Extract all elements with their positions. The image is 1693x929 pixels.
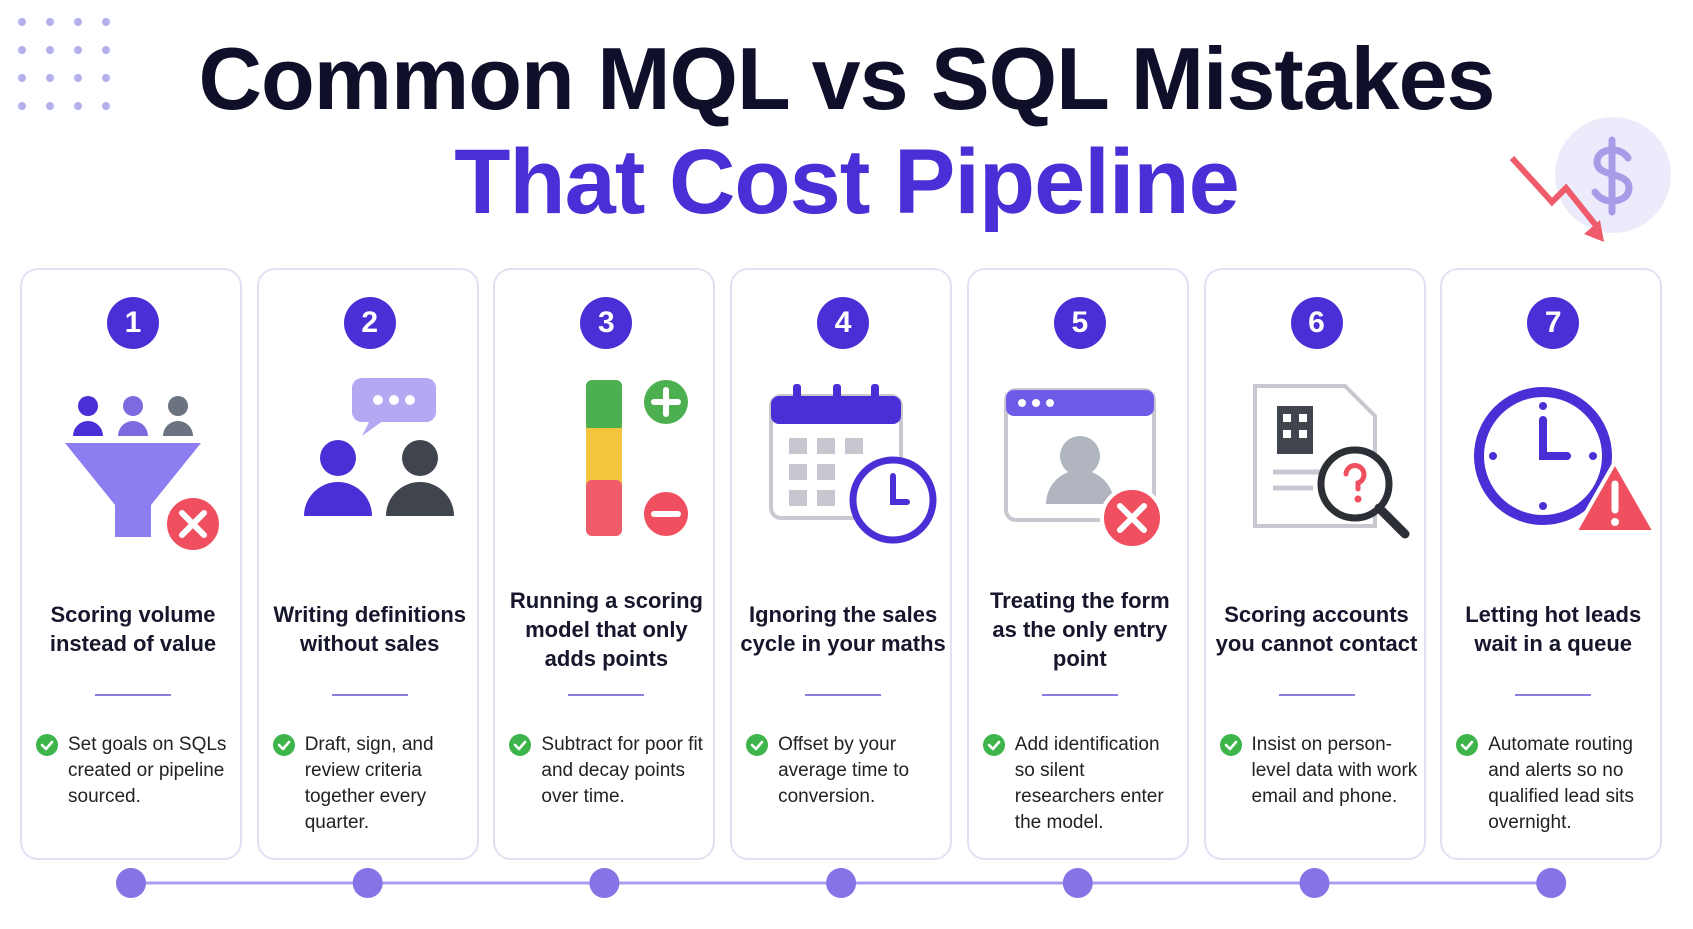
tip-row: Set goals on SQLs created or pipeline so… bbox=[36, 732, 236, 810]
divider bbox=[1278, 694, 1355, 696]
divider bbox=[568, 694, 645, 696]
card-title: Scoring volume instead of value bbox=[49, 602, 217, 656]
check-icon bbox=[1456, 734, 1479, 756]
step-number: 2 bbox=[343, 297, 396, 349]
divider bbox=[1041, 694, 1118, 696]
step-number: 7 bbox=[1527, 297, 1580, 349]
card: 6 Scoring accounts you cannot contact Insi… bbox=[1203, 268, 1426, 860]
timeline-dot bbox=[1062, 868, 1093, 898]
timeline-dots bbox=[116, 868, 1567, 898]
card-title: Treating the form as the only entry poin… bbox=[989, 587, 1170, 671]
check-icon bbox=[1219, 734, 1242, 756]
card: 2 Writing definitions without sales Draft,… bbox=[256, 268, 479, 860]
timeline-dot bbox=[352, 868, 383, 898]
icon bbox=[586, 380, 689, 536]
card: 1 Scoring volume instead of value Set goal… bbox=[20, 268, 242, 860]
step-number: 4 bbox=[817, 297, 870, 349]
card: 3 Running a scoring model that only adds … bbox=[493, 268, 716, 860]
tip-text: Draft, sign, and review criteria togethe… bbox=[304, 734, 434, 833]
divider bbox=[95, 694, 171, 696]
card: 4 Ignoring the sales cycle in your maths O… bbox=[730, 268, 953, 860]
timeline-dot bbox=[589, 868, 620, 898]
card: 7 Letting hot leads wait in a queue Automa… bbox=[1440, 268, 1663, 860]
dollar-icon bbox=[1509, 117, 1671, 242]
tip-row: Insist on person-level data with work em… bbox=[1219, 732, 1420, 810]
step-number: 5 bbox=[1053, 297, 1106, 349]
timeline-dot bbox=[826, 868, 857, 898]
icon bbox=[769, 384, 937, 544]
divider bbox=[805, 694, 882, 696]
timeline-dot bbox=[1536, 868, 1567, 898]
icon bbox=[1252, 384, 1409, 539]
timeline-dot bbox=[116, 868, 146, 898]
card-title: Writing definitions without sales bbox=[273, 602, 467, 656]
card-title: Running a scoring model that only adds p… bbox=[509, 587, 703, 671]
card-title: Ignoring the sales cycle in your maths bbox=[740, 602, 946, 656]
check-icon bbox=[509, 734, 532, 756]
icon bbox=[1003, 388, 1164, 550]
divider bbox=[331, 694, 408, 696]
check-icon bbox=[36, 734, 58, 756]
dot-grid bbox=[18, 18, 110, 110]
tip-row: Automate routing and alerts so no qualif… bbox=[1456, 732, 1656, 836]
tip-text: Offset by your average time to conversio… bbox=[778, 734, 910, 807]
tip-text: Add identification so silent researchers… bbox=[1014, 734, 1164, 833]
icon bbox=[65, 396, 223, 554]
timeline-dot bbox=[1299, 868, 1330, 898]
icon bbox=[303, 378, 454, 516]
tip-row: Subtract for poor fit and decay points o… bbox=[509, 732, 709, 810]
step-number: 1 bbox=[107, 297, 159, 349]
tip-row: Draft, sign, and review criteria togethe… bbox=[272, 732, 473, 836]
tip-text: Subtract for poor fit and decay points o… bbox=[541, 734, 703, 807]
title-line2: That Cost Pipeline bbox=[454, 131, 1240, 233]
divider bbox=[1515, 694, 1592, 696]
step-number: 6 bbox=[1290, 297, 1343, 349]
card-title: Letting hot leads wait in a queue bbox=[1465, 602, 1642, 656]
tip-text: Insist on person-level data with work em… bbox=[1251, 734, 1418, 807]
tip-text: Set goals on SQLs created or pipeline so… bbox=[68, 734, 227, 807]
icon bbox=[1474, 387, 1658, 534]
card-title: Scoring accounts you cannot contact bbox=[1215, 602, 1418, 656]
tip-row: Add identification so silent researchers… bbox=[982, 732, 1183, 836]
card: 5 Treating the form as the only entry poi… bbox=[966, 268, 1189, 860]
tip-row: Offset by your average time to conversio… bbox=[746, 732, 946, 810]
check-icon bbox=[982, 734, 1005, 756]
check-icon bbox=[272, 734, 295, 756]
tip-text: Automate routing and alerts so no qualif… bbox=[1488, 734, 1634, 833]
step-number: 3 bbox=[580, 297, 633, 349]
title-line1: Common MQL vs SQL Mistakes bbox=[198, 29, 1496, 128]
check-icon bbox=[746, 734, 769, 756]
